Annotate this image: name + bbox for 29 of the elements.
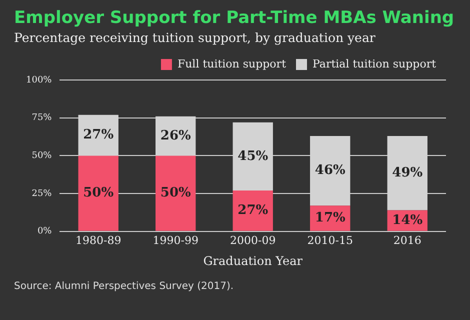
y-tick-label: 25%: [32, 188, 52, 199]
y-tick-label: 50%: [32, 151, 52, 162]
x-tick-label: 1980-89: [76, 234, 122, 247]
x-tick-label: 2016: [393, 234, 422, 247]
x-axis-title: Graduation Year: [203, 254, 303, 268]
bar: [232, 190, 273, 231]
chart-subtitle: Percentage receiving tuition support, by graduation year: [14, 30, 376, 45]
data-label: 17%: [314, 210, 346, 226]
x-tick-label: 2010-15: [307, 234, 353, 247]
legend-label: Full tuition support: [177, 57, 287, 70]
x-tick-label: 2000-09: [230, 234, 276, 247]
y-tick-label: 100%: [26, 75, 52, 86]
data-label: 26%: [160, 128, 192, 144]
data-label: 46%: [314, 163, 346, 178]
data-label: 45%: [238, 148, 269, 164]
data-label: 27%: [83, 128, 114, 143]
y-tick-label: 0%: [37, 226, 52, 237]
legend-label: Partial tuition support: [312, 57, 437, 70]
data-label: 14%: [392, 212, 424, 228]
data-label: 50%: [83, 186, 114, 201]
x-tick-label: 1990-99: [152, 234, 198, 247]
data-label: 50%: [160, 186, 192, 201]
data-label: 49%: [392, 165, 424, 180]
source-note: Source: Alumni Perspectives Survey (2017).: [14, 281, 235, 292]
chart-title: Employer Support for Part-Time MBAs Waning: [14, 8, 456, 28]
bar: [156, 156, 196, 231]
data-label: 27%: [238, 203, 269, 218]
bar: [78, 156, 118, 231]
y-tick-label: 75%: [32, 113, 52, 124]
